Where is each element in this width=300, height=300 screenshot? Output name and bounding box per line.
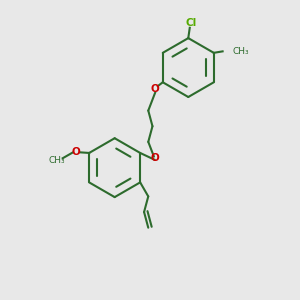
Text: O: O bbox=[150, 84, 159, 94]
Text: O: O bbox=[150, 153, 159, 164]
Text: CH₃: CH₃ bbox=[233, 47, 250, 56]
Text: O: O bbox=[71, 147, 80, 158]
Text: Cl: Cl bbox=[185, 18, 196, 28]
Text: CH₃: CH₃ bbox=[49, 156, 65, 165]
